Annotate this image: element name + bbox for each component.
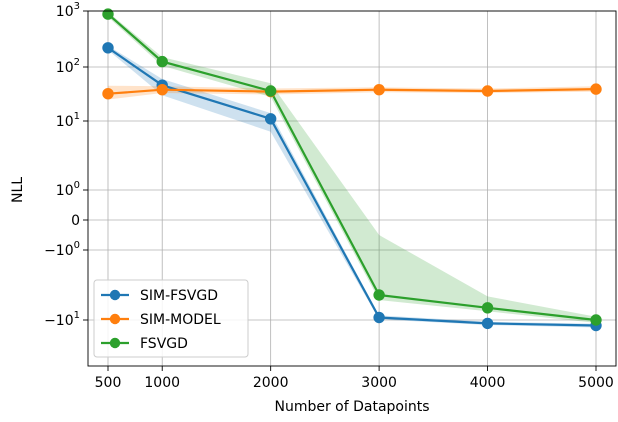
point-sim-fsvgd	[373, 311, 385, 324]
point-sim-model	[156, 84, 168, 96]
line-sim-fsvgd	[107, 46, 597, 327]
x-tick-label: 2000	[253, 375, 289, 391]
point-sim-fsvgd	[264, 113, 277, 125]
point-sim-model	[590, 83, 602, 95]
legend: SIM-FSVGD SIM-MODEL FSVGD	[93, 279, 249, 358]
x-tick-label: 3000	[361, 375, 397, 391]
x-tick-label: 500	[95, 375, 122, 391]
y-tick-label: 102	[56, 57, 80, 76]
band-sim-fsvgd	[108, 45, 596, 328]
point-fsvgd	[156, 55, 168, 68]
y-axis-ticks: 103 102 101 100 0 −100 −101	[44, 1, 88, 329]
confidence-bands	[108, 12, 596, 328]
point-sim-fsvgd	[102, 42, 114, 54]
x-axis-label: Number of Datapoints	[274, 399, 429, 415]
point-fsvgd	[590, 314, 602, 326]
legend-marker	[109, 337, 121, 349]
legend-label: FSVGD	[140, 336, 188, 352]
point-fsvgd	[264, 85, 277, 97]
y-tick-label: 100	[56, 180, 80, 199]
point-fsvgd	[481, 302, 494, 314]
point-sim-fsvgd	[481, 317, 494, 330]
series-lines	[107, 13, 597, 327]
grid-lines	[88, 10, 616, 366]
point-fsvgd	[102, 8, 114, 20]
band-sim-model	[108, 85, 596, 100]
y-axis-label: NLL	[10, 177, 26, 203]
legend-label: SIM-MODEL	[140, 312, 221, 328]
y-tick-label: −101	[44, 310, 80, 329]
legend-label: SIM-FSVGD	[140, 288, 218, 304]
y-tick-label: 0	[71, 213, 80, 229]
point-sim-model	[102, 88, 114, 100]
y-tick-label: 103	[56, 1, 80, 20]
point-sim-model	[481, 85, 494, 97]
line-fsvgd	[107, 13, 597, 322]
x-tick-label: 4000	[470, 375, 506, 391]
legend-marker	[109, 289, 121, 301]
plot-frame	[87, 10, 617, 367]
series-markers	[102, 8, 602, 332]
x-tick-label: 1000	[144, 375, 180, 391]
line-sim-model	[107, 88, 597, 95]
x-tick-label: 5000	[578, 375, 614, 391]
point-fsvgd	[373, 289, 385, 301]
x-axis-ticks: 500 1000 2000 3000 4000 5000	[95, 366, 614, 391]
legend-marker	[109, 313, 121, 325]
band-fsvgd	[108, 12, 596, 323]
point-sim-model	[373, 84, 385, 96]
legend-box	[93, 279, 249, 358]
y-tick-label: 101	[56, 111, 80, 130]
y-tick-label: −100	[44, 240, 80, 259]
